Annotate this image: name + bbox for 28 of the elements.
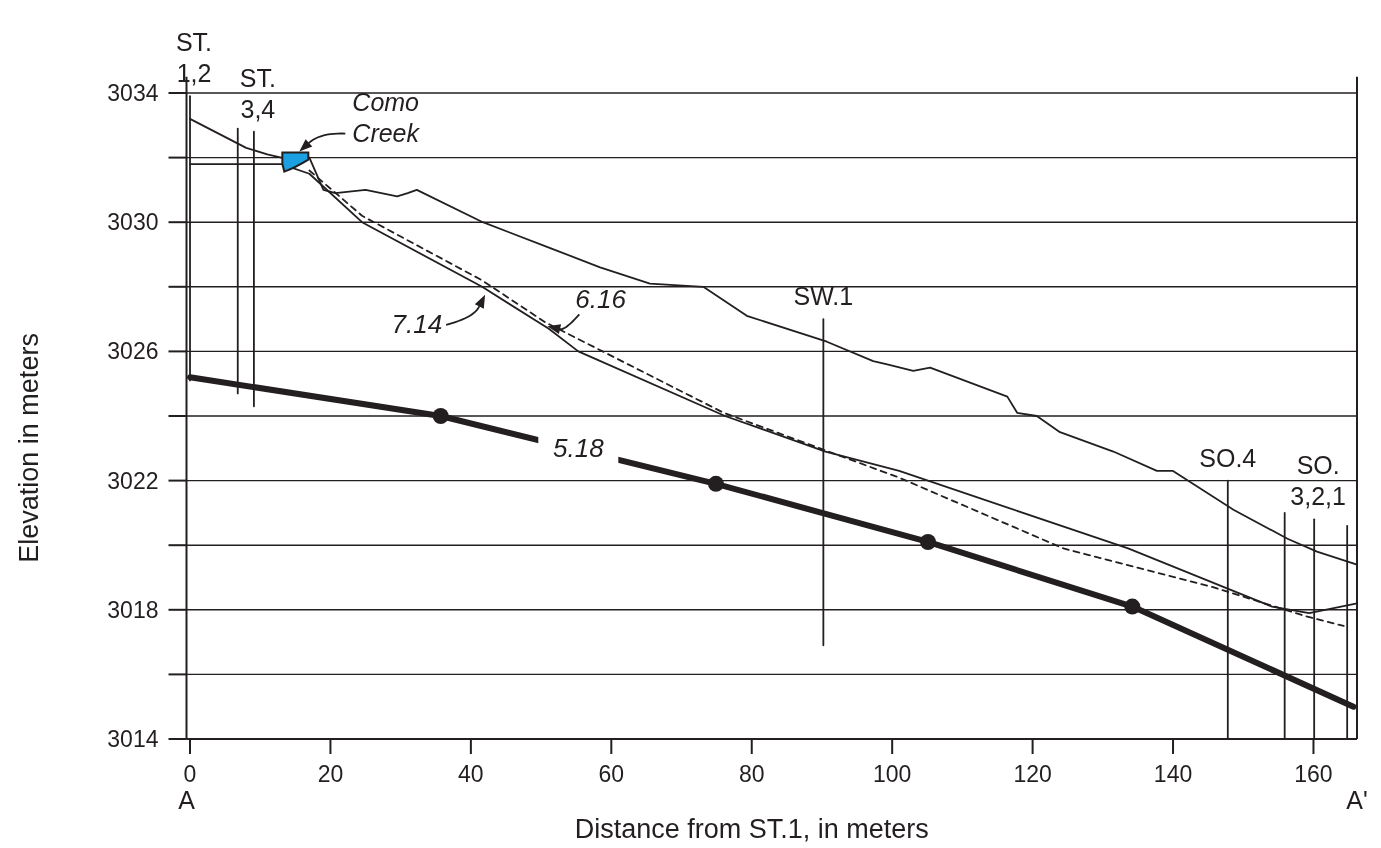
y-tick-label: 3018 xyxy=(107,596,159,623)
x-tick-label: 0 xyxy=(183,761,197,787)
annotation: 6.16 xyxy=(575,284,627,315)
text: A xyxy=(178,786,196,814)
x-tick-label: 80 xyxy=(738,761,765,787)
y-tick-label: 3022 xyxy=(107,467,159,494)
x-axis-title: Distance from ST.1, in meters xyxy=(574,814,929,844)
annotation: SO. 3,2,1 xyxy=(1290,451,1346,511)
x-tick-label: 160 xyxy=(1294,761,1333,787)
annotation: 7.14 xyxy=(391,308,443,339)
x-tick-label: 120 xyxy=(1013,761,1052,787)
x-tick-label: 100 xyxy=(872,761,912,787)
x-tick-label: 60 xyxy=(598,761,625,787)
x-tick-label: 140 xyxy=(1153,761,1193,787)
text: A' xyxy=(1346,786,1368,814)
y-axis-title: Elevation in meters xyxy=(14,333,44,563)
y-tick-label: 3026 xyxy=(107,338,159,365)
x-tick-label: 20 xyxy=(317,761,344,787)
annotation: ST. 3,4 xyxy=(239,63,276,123)
annotation: 5.18 xyxy=(553,433,605,464)
annotation: SO.4 xyxy=(1199,443,1257,472)
x-tick-label: 40 xyxy=(458,761,484,787)
annotation: Como Creek xyxy=(352,87,421,147)
y-tick-label: 3014 xyxy=(107,726,159,752)
y-tick-label: 3034 xyxy=(107,80,159,106)
annotation: ST. 1,2 xyxy=(175,28,213,88)
y-tick-label: 3030 xyxy=(107,209,159,236)
annotation: SW.1 xyxy=(793,282,854,311)
